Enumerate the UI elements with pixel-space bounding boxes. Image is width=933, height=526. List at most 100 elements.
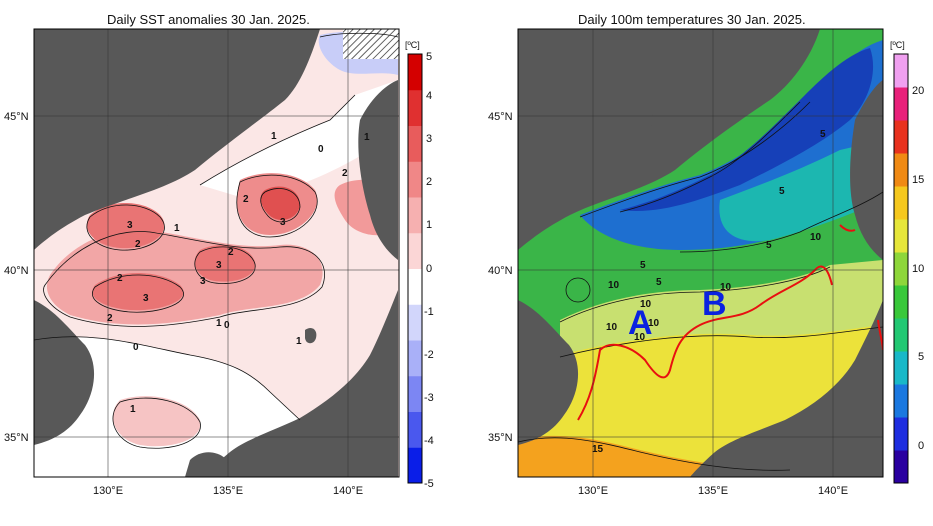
contour-label: 3	[127, 220, 133, 231]
land-sakhalin-hokkaido	[850, 80, 883, 260]
contour-label: 10	[606, 322, 618, 333]
contour-line	[86, 204, 165, 251]
temp-coldest-region	[620, 48, 874, 211]
colorbar-step	[894, 120, 908, 154]
contour-label: 5	[779, 186, 785, 197]
land-asia-northeast	[34, 29, 320, 250]
land-kyushu	[185, 452, 235, 477]
contour-line	[34, 336, 301, 421]
lat-label: 40°N	[4, 265, 29, 277]
contour-label: 3	[216, 260, 222, 271]
contour-line	[92, 274, 184, 313]
contour-label: 2	[117, 273, 123, 284]
land-japan-honshu	[690, 300, 883, 477]
colorbar-step	[408, 340, 422, 377]
temp-cyan-band	[719, 140, 883, 242]
colorbar-step	[894, 417, 908, 451]
contour-label: 5	[820, 129, 826, 140]
contour-label: 10	[810, 232, 822, 243]
lat-label: 45°N	[488, 111, 513, 123]
colorbar-frame	[893, 53, 909, 484]
anomaly-warm-3	[92, 272, 184, 311]
land-rebun-island	[642, 112, 655, 127]
t100-map-frame	[517, 28, 884, 478]
anomaly-warm-4	[194, 244, 256, 282]
land-rebun-island	[158, 112, 171, 127]
anomaly-warm-2	[86, 202, 165, 249]
sst-colorbar-unit: [ºC]	[405, 40, 420, 50]
contour-line	[619, 101, 801, 213]
colorbar-step	[894, 87, 908, 121]
lon-label: 135°E	[698, 485, 728, 497]
colorbar-tick-label: 10	[912, 263, 924, 275]
lon-label: 130°E	[578, 485, 608, 497]
contour-line	[199, 94, 356, 186]
sst-colorbar-ticks: 5 4 3 2 1 0 -1 -2 -3 -4 -5	[424, 51, 434, 490]
contour-label: 5	[656, 277, 662, 288]
contour-label: 2	[135, 239, 141, 250]
region-label-b: B	[702, 285, 727, 323]
front-line	[577, 265, 833, 421]
region-label-a: A	[628, 304, 653, 342]
colorbar-step	[894, 153, 908, 187]
sst-lat-axis: 45°N 40°N 35°N	[4, 111, 29, 444]
contour-label: 3	[143, 293, 149, 304]
sst-contour-labels: 3 2 1 0 2 3 2 3 3 2 3 2 1 1 0 1 2 1 0 1	[107, 131, 370, 415]
t100-colorbar-unit: [ºC]	[890, 40, 905, 50]
no-data-hatch	[343, 29, 399, 59]
contour-label: 5	[766, 240, 772, 251]
colorbar-step	[408, 447, 422, 484]
colorbar-step	[894, 318, 908, 352]
contour-label: 1	[174, 223, 180, 234]
contour-label: 10	[720, 282, 732, 293]
lat-label: 35°N	[488, 432, 513, 444]
contour-line	[236, 174, 318, 238]
graticule	[518, 29, 883, 477]
anomaly-warm-8	[112, 396, 201, 447]
land-korea	[34, 300, 95, 445]
land-sakhalin-hokkaido	[358, 80, 398, 260]
contour-label: 2	[107, 313, 113, 324]
colorbar-tick-label: 0	[426, 263, 432, 275]
t100-lat-axis: 45°N 40°N 35°N	[488, 111, 513, 444]
colorbar-step	[408, 232, 422, 269]
t100-contour-labels: 5 5 5 5 10 5 10 10 10 10 10 10 15	[592, 129, 826, 455]
colorbar-tick-label: 5	[918, 351, 924, 363]
colorbar-step	[894, 384, 908, 418]
lon-label: 135°E	[213, 485, 243, 497]
contour-label: 3	[200, 276, 206, 287]
sst-map-frame	[33, 28, 400, 478]
colorbar-step	[894, 351, 908, 385]
colorbar-step	[408, 411, 422, 448]
t100-panel-title: Daily 100m temperatures 30 Jan. 2025.	[578, 12, 806, 27]
graticule	[34, 29, 399, 477]
colorbar-step	[894, 54, 908, 88]
t100-lon-axis: 130°E 135°E 140°E	[578, 485, 848, 497]
temp-orange-region	[518, 430, 883, 477]
colorbar-step	[408, 197, 422, 234]
colorbar-step	[408, 54, 422, 91]
contour-label: 0	[318, 144, 324, 155]
colorbar-step	[894, 450, 908, 484]
lat-label: 35°N	[4, 432, 29, 444]
lat-label: 40°N	[488, 265, 513, 277]
lat-label: 45°N	[4, 111, 29, 123]
colorbar-tick-label: 20	[912, 85, 924, 97]
land-korea	[518, 300, 579, 445]
sst-panel-title: Daily SST anomalies 30 Jan. 2025.	[107, 12, 310, 27]
colorbar-step	[408, 161, 422, 198]
contour-label: 0	[224, 320, 230, 331]
colorbar-tick-label: -1	[424, 306, 434, 318]
contour-line	[565, 277, 591, 303]
colorbar-tick-label: 3	[426, 133, 432, 145]
colorbar-frame	[407, 53, 423, 484]
contour-line	[319, 32, 399, 38]
contour-label: 1	[271, 131, 277, 142]
colorbar-tick-label: 2	[426, 176, 432, 188]
colorbar-step	[408, 304, 422, 341]
lon-label: 140°E	[818, 485, 848, 497]
lon-label: 140°E	[333, 485, 363, 497]
colorbar-step	[894, 219, 908, 253]
colorbar-tick-label: -5	[424, 478, 434, 490]
contour-line	[559, 266, 831, 323]
